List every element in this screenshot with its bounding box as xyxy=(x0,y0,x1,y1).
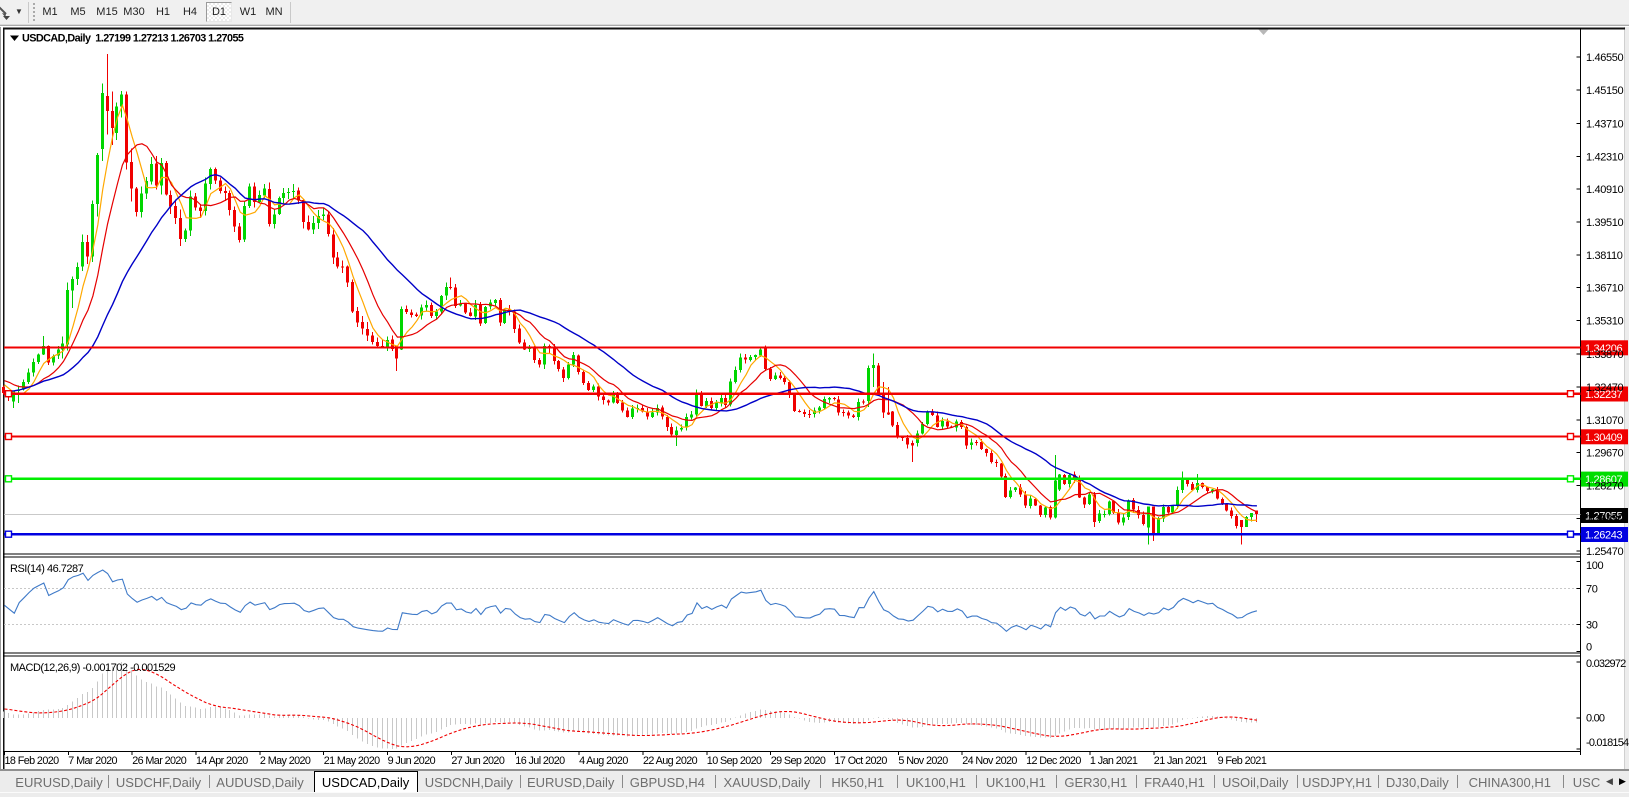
svg-text:16 Jul 2020: 16 Jul 2020 xyxy=(515,755,565,767)
svg-text:1.40910: 1.40910 xyxy=(1586,184,1624,196)
svg-text:RSI(14) 46.7287: RSI(14) 46.7287 xyxy=(10,563,84,575)
svg-text:1.38110: 1.38110 xyxy=(1586,250,1623,262)
svg-text:100: 100 xyxy=(1586,560,1604,572)
svg-text:1.29670: 1.29670 xyxy=(1586,448,1624,460)
svg-text:29 Sep 2020: 29 Sep 2020 xyxy=(771,755,826,767)
svg-text:7 Mar 2020: 7 Mar 2020 xyxy=(68,755,117,767)
svg-text:1 Jan 2021: 1 Jan 2021 xyxy=(1090,755,1138,767)
svg-text:26 Mar 2020: 26 Mar 2020 xyxy=(132,755,187,767)
svg-text:0.00: 0.00 xyxy=(1586,713,1605,725)
svg-text:1.35310: 1.35310 xyxy=(1586,316,1624,328)
svg-text:USDCAD,Daily 1.27199 1.27213: USDCAD,Daily 1.27199 1.27213 1.26703 1.2… xyxy=(22,33,244,45)
svg-text:1.33870: 1.33870 xyxy=(1586,349,1624,361)
svg-text:1.25470: 1.25470 xyxy=(1586,546,1624,558)
svg-text:1.32237: 1.32237 xyxy=(1585,389,1623,401)
svg-text:0.032972: 0.032972 xyxy=(1586,658,1626,670)
svg-text:21 May 2020: 21 May 2020 xyxy=(324,755,380,767)
svg-text:-0.018154: -0.018154 xyxy=(1586,737,1629,749)
svg-text:24 Nov 2020: 24 Nov 2020 xyxy=(962,755,1017,767)
svg-text:14 Apr 2020: 14 Apr 2020 xyxy=(196,755,248,767)
svg-text:1.26870: 1.26870 xyxy=(1586,513,1624,525)
svg-text:9 Feb 2021: 9 Feb 2021 xyxy=(1218,755,1267,767)
svg-text:1.28607: 1.28607 xyxy=(1585,474,1623,486)
svg-text:18 Feb 2020: 18 Feb 2020 xyxy=(5,755,60,767)
svg-text:1.27055: 1.27055 xyxy=(1585,511,1623,523)
svg-text:1.45150: 1.45150 xyxy=(1586,85,1624,97)
svg-text:1.42310: 1.42310 xyxy=(1586,151,1624,163)
svg-text:1.36710: 1.36710 xyxy=(1586,283,1624,295)
svg-text:17 Oct 2020: 17 Oct 2020 xyxy=(835,755,888,767)
svg-text:21 Jan 2021: 21 Jan 2021 xyxy=(1154,755,1207,767)
svg-text:2 May 2020: 2 May 2020 xyxy=(260,755,311,767)
svg-text:22 Aug 2020: 22 Aug 2020 xyxy=(643,755,698,767)
svg-text:1.46550: 1.46550 xyxy=(1586,52,1624,64)
svg-text:1.32470: 1.32470 xyxy=(1586,382,1624,394)
svg-text:1.30409: 1.30409 xyxy=(1585,432,1623,444)
svg-text:4 Aug 2020: 4 Aug 2020 xyxy=(579,755,628,767)
svg-text:27 Jun 2020: 27 Jun 2020 xyxy=(451,755,504,767)
svg-text:1.39510: 1.39510 xyxy=(1586,217,1624,229)
svg-text:1.26243: 1.26243 xyxy=(1585,530,1623,542)
svg-text:10 Sep 2020: 10 Sep 2020 xyxy=(707,755,762,767)
svg-text:12 Dec 2020: 12 Dec 2020 xyxy=(1026,755,1081,767)
svg-text:9 Jun 2020: 9 Jun 2020 xyxy=(388,755,436,767)
svg-text:1.43710: 1.43710 xyxy=(1586,119,1624,131)
svg-text:MACD(12,26,9) -0.001702 -0.001: MACD(12,26,9) -0.001702 -0.001529 xyxy=(10,662,175,674)
svg-text:70: 70 xyxy=(1586,583,1598,595)
svg-text:1.31070: 1.31070 xyxy=(1586,415,1624,427)
svg-text:1.28270: 1.28270 xyxy=(1586,481,1624,493)
svg-text:30: 30 xyxy=(1586,619,1598,631)
svg-text:1.34206: 1.34206 xyxy=(1585,343,1623,355)
svg-text:0: 0 xyxy=(1586,642,1592,654)
svg-text:5 Nov 2020: 5 Nov 2020 xyxy=(898,755,948,767)
